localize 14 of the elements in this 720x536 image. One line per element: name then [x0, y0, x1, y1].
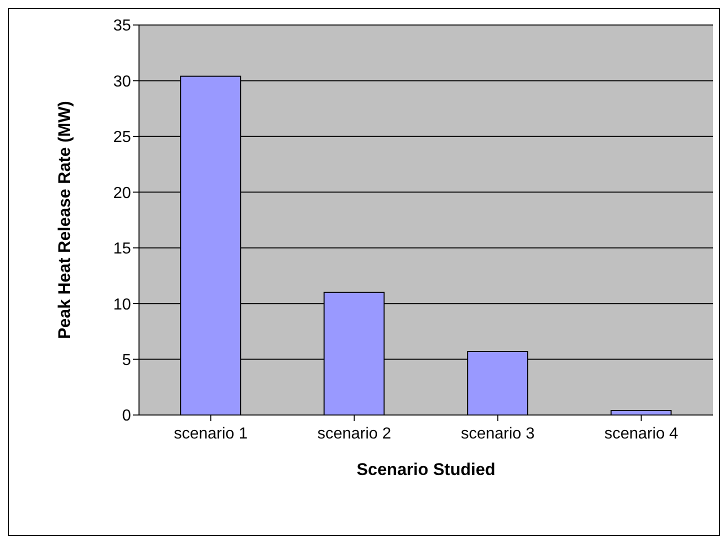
- x-axis-title: Scenario Studied: [356, 460, 496, 479]
- x-tick-label: scenario 1: [174, 425, 248, 442]
- y-tick-label: 30: [113, 73, 132, 90]
- y-tick-label: 0: [122, 408, 132, 425]
- y-tick-label: 5: [122, 352, 132, 369]
- x-tick-label: scenario 2: [317, 425, 392, 442]
- y-tick-label: 25: [113, 129, 132, 146]
- y-axis-title: Peak Heat Release Rate (MW): [55, 100, 74, 340]
- x-tick-label: scenario 4: [604, 425, 678, 442]
- y-tick-label: 35: [113, 18, 132, 35]
- y-tick-label: 10: [113, 296, 132, 314]
- y-tick-label: 20: [113, 184, 132, 202]
- x-tick-label: scenario 3: [460, 425, 535, 442]
- y-tick-label: 15: [113, 240, 132, 258]
